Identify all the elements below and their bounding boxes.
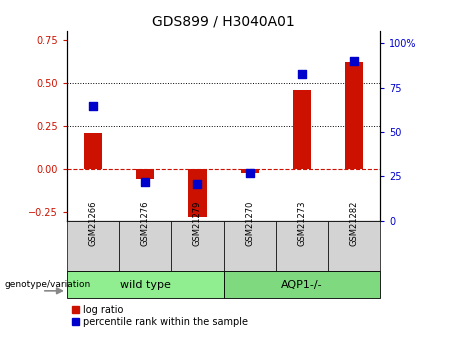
Point [298,71,306,76]
Bar [224,221,276,271]
Bar [171,221,224,271]
Bar [188,169,207,217]
Point [350,58,358,64]
Bar [67,221,119,271]
Bar [119,221,171,271]
Text: GSM21276: GSM21276 [141,200,150,246]
Bar [224,271,380,298]
Point [246,170,254,176]
Bar [241,169,259,172]
Bar [345,62,363,169]
Bar [136,169,154,179]
Point [142,179,149,185]
Text: GSM21273: GSM21273 [297,200,307,246]
Bar [293,90,311,169]
Text: genotype/variation: genotype/variation [5,280,91,289]
Bar [84,133,102,169]
Text: wild type: wild type [120,280,171,289]
Bar [328,221,380,271]
Point [194,181,201,186]
Text: GSM21266: GSM21266 [89,200,97,246]
Bar [67,271,224,298]
Legend: log ratio, percentile rank within the sample: log ratio, percentile rank within the sa… [72,305,248,327]
Text: AQP1-/-: AQP1-/- [281,280,323,289]
Text: GSM21282: GSM21282 [350,200,359,246]
Text: GSM21279: GSM21279 [193,200,202,246]
Title: GDS899 / H3040A01: GDS899 / H3040A01 [152,14,295,29]
Point [89,103,97,108]
Text: GSM21270: GSM21270 [245,200,254,246]
Bar [276,221,328,271]
